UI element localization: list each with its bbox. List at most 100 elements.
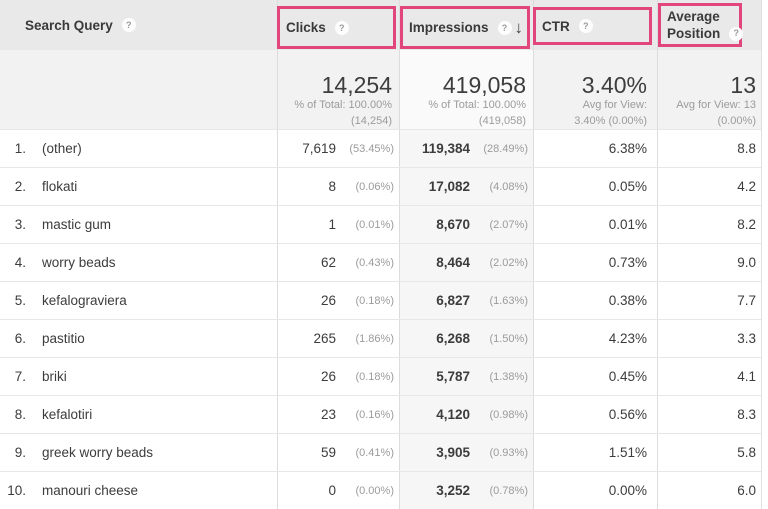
help-icon[interactable]: ? [334,20,349,35]
clicks-percent: (0.16%) [355,408,394,421]
ctr-value: 0.56% [608,407,647,422]
impressions-cell: 6,827 (1.63%) [399,282,533,319]
impressions-cell: 17,082 (4.08%) [399,168,533,205]
row-rank: 5. [14,293,26,308]
impressions-value: 6,827 [436,293,470,308]
clicks-header-label: Clicks [286,20,326,35]
ctr-cell: 0.38% [533,282,657,319]
average-position-value: 8.8 [737,141,756,156]
clicks-cell: 62 (0.43%) [277,244,399,281]
row-rank: 10. [7,483,26,498]
impressions-value: 8,670 [436,217,470,232]
impressions-percent: (1.63%) [489,294,528,307]
help-icon[interactable]: ? [729,26,744,41]
impressions-cell: 8,670 (2.07%) [399,206,533,243]
average-position-cell: 4.2 [657,168,762,205]
average-position-value: 7.7 [737,293,756,308]
impressions-value: 4,120 [436,407,470,422]
impressions-percent: (2.07%) [489,218,528,231]
average-position-cell: 3.3 [657,320,762,357]
ctr-value: 6.38% [608,141,647,156]
clicks-value: 26 [320,369,336,384]
ctr-average-detail: 3.40% (0.00%) [574,114,647,127]
clicks-cell: 23 (0.16%) [277,396,399,433]
query-text: pastitio [42,331,85,346]
impressions-percent: (0.98%) [489,408,528,421]
query-text: worry beads [42,255,116,270]
average-position-cell: 9.0 [657,244,762,281]
help-icon[interactable]: ? [578,19,593,33]
table-row: 4. worry beads 62 (0.43%) 8,464 (2.02%) … [0,243,761,281]
average-position-cell: 8.2 [657,206,762,243]
help-icon[interactable]: ? [497,20,512,35]
ctr-cell: 0.73% [533,244,657,281]
clicks-percent: (0.18%) [355,370,394,383]
average-position-cell: 8.8 [657,130,762,167]
row-rank: 7. [14,369,26,384]
clicks-value: 23 [320,407,336,422]
average-position-cell: 5.8 [657,434,762,471]
impressions-value: 17,082 [428,179,470,194]
average-position-value: 9.0 [737,255,756,270]
impressions-percent: (1.38%) [489,370,528,383]
ctr-value: 4.23% [608,331,647,346]
clicks-cell: 26 (0.18%) [277,358,399,395]
ctr-value: 0.73% [608,255,647,270]
clicks-value: 62 [320,255,336,270]
impressions-cell: 5,787 (1.38%) [399,358,533,395]
column-header-average-position[interactable]: Average Position ? [661,6,744,42]
search-query-header-label: Search Query [25,17,113,33]
sort-descending-icon[interactable]: ↓ [514,18,524,37]
table-row: 5. kefalograviera 26 (0.18%) 6,827 (1.63… [0,281,761,319]
average-position-header-line1: Average [667,9,720,24]
impressions-cell: 3,905 (0.93%) [399,434,533,471]
impressions-total-paren: (419,058) [478,114,526,127]
row-rank: 6. [14,331,26,346]
impressions-percent: (0.78%) [489,484,528,497]
table-row: 10. manouri cheese 0 (0.00%) 3,252 (0.78… [0,471,761,509]
impressions-header-label: Impressions [409,20,489,35]
ctr-value: 0.38% [608,293,647,308]
highlight-box-average-position: Average Position ? [658,3,744,47]
help-icon[interactable]: ? [121,18,136,32]
query-cell: 4. worry beads [0,244,277,281]
impressions-cell: 4,120 (0.98%) [399,396,533,433]
query-text: manouri cheese [42,483,139,498]
ctr-value: 0.01% [608,217,647,232]
table-row: 9. greek worry beads 59 (0.41%) 3,905 (0… [0,433,761,471]
summary-cell-average-position: 13 Avg for View: 13 (0.00%) [657,50,762,129]
table-row: 2. flokati 8 (0.06%) 17,082 (4.08%) 0.05… [0,167,761,205]
row-rank: 4. [14,255,26,270]
impressions-cell: 8,464 (2.02%) [399,244,533,281]
highlight-box-impressions: Impressions ? ↓ [400,6,530,49]
impressions-cell: 119,384 (28.49%) [399,130,533,167]
column-header-search-query[interactable]: Search Query ? [25,0,136,50]
impressions-value: 3,905 [436,445,470,460]
average-position-average-detail: (0.00%) [717,114,756,127]
clicks-value: 8 [328,179,336,194]
query-cell: 5. kefalograviera [0,282,277,319]
column-header-clicks[interactable]: Clicks ? [280,20,393,35]
query-cell: 1. (other) [0,130,277,167]
clicks-cell: 59 (0.41%) [277,434,399,471]
ctr-header-label: CTR [542,18,570,34]
ctr-value: 0.00% [608,483,647,498]
ctr-cell: 4.23% [533,320,657,357]
column-header-ctr[interactable]: CTR ? [536,19,649,34]
column-header-impressions[interactable]: Impressions ? ↓ [403,19,527,36]
header-cell-impressions [399,0,533,50]
table-row: 1. (other) 7,619 (53.45%) 119,384 (28.49… [0,129,761,167]
impressions-value: 6,268 [436,331,470,346]
query-text: greek worry beads [42,445,154,460]
clicks-value: 0 [328,483,336,498]
average-position-average-label: Avg for View: 13 [676,99,756,112]
impressions-value: 8,464 [436,255,470,270]
average-position-value: 6.0 [737,483,756,498]
average-position-value: 4.2 [737,179,756,194]
row-rank: 1. [14,141,26,156]
clicks-percent: (53.45%) [349,142,394,155]
average-position-value: 4.1 [737,369,756,384]
ctr-cell: 0.01% [533,206,657,243]
impressions-percent: (2.02%) [489,256,528,269]
